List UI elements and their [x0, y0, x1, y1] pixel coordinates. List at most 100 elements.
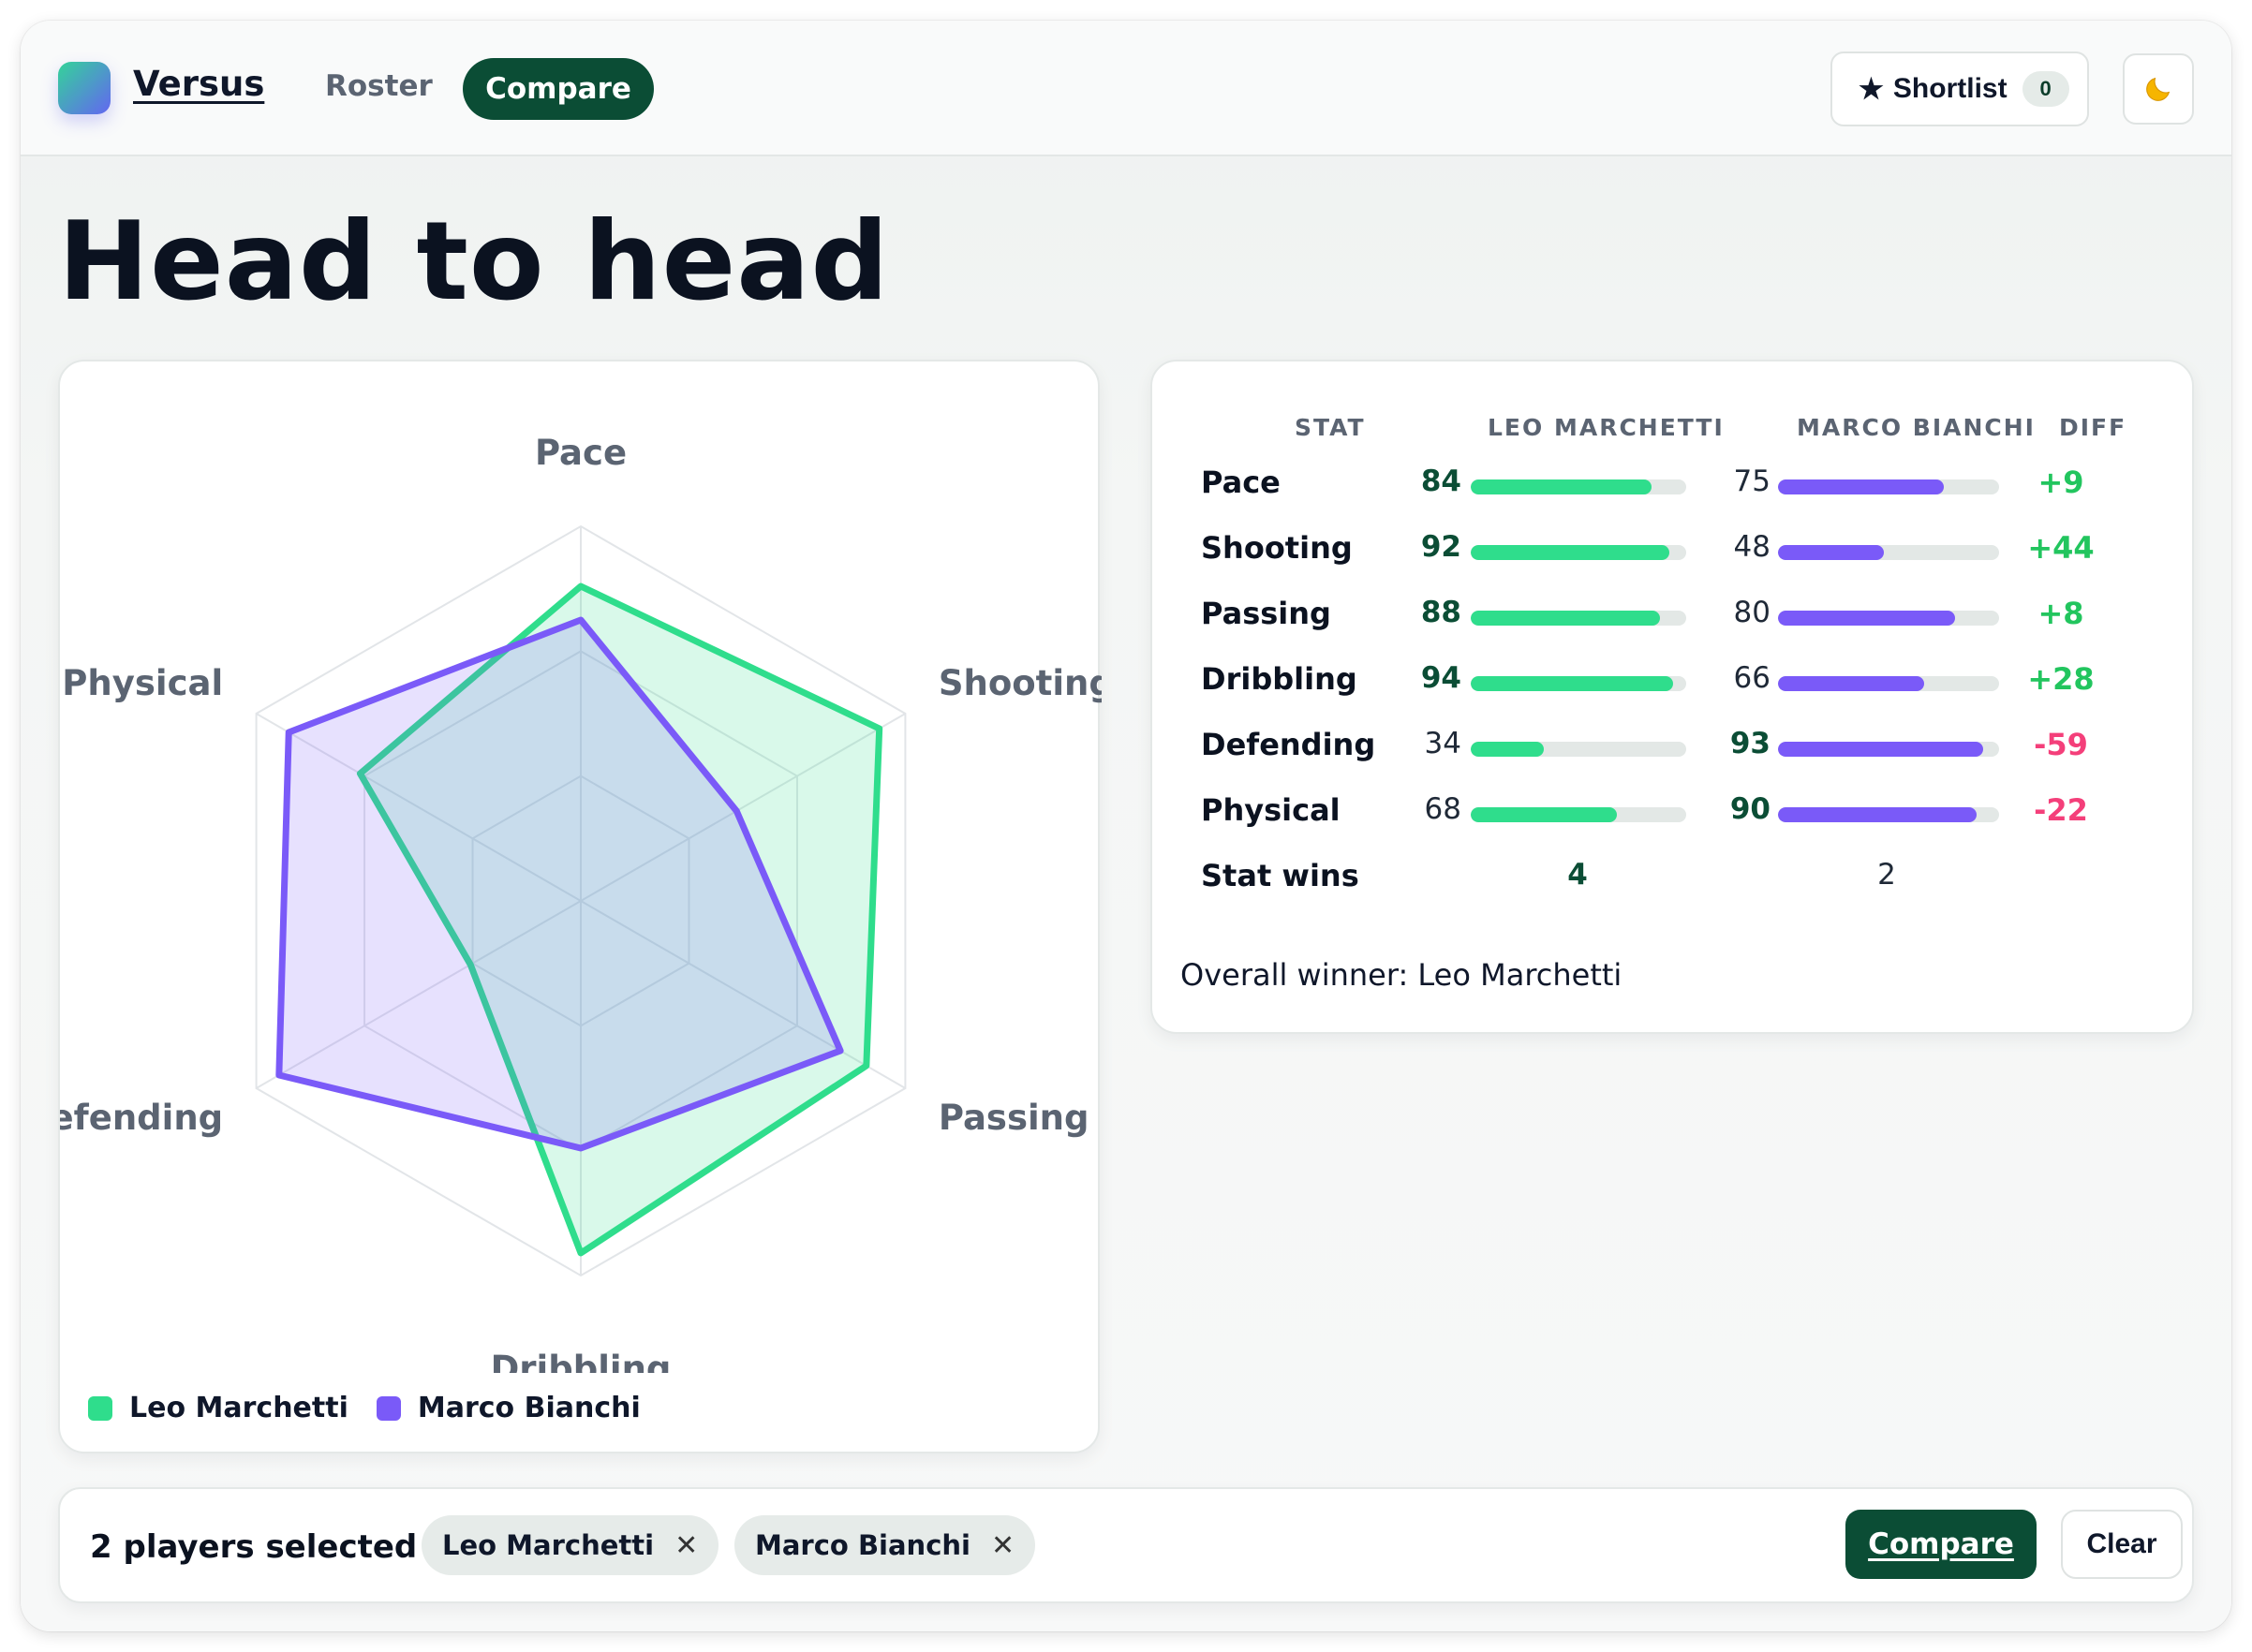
player-b-bar-track — [1778, 545, 1999, 560]
player-a-value: 92 — [1420, 530, 1461, 564]
player-a-bar-track — [1471, 545, 1686, 560]
header-stat: STAT — [1295, 414, 1366, 441]
player-b-bar-fill — [1778, 611, 1955, 626]
top-nav-bar: Versus Roster Compare ★ Shortlist 0 — [21, 21, 2231, 156]
radar-series-player-b — [275, 616, 844, 1152]
stat-name: Shooting — [1201, 530, 1353, 566]
player-b-bar-track — [1778, 742, 1999, 757]
diff-value: +44 — [2027, 530, 2095, 566]
radar-axis-label: Shooting — [939, 663, 1102, 703]
legend-item-player-b: Marco Bianchi — [376, 1392, 641, 1424]
stat-wins-row: Stat wins 4 2 — [1180, 850, 2164, 907]
header-diff: DIFF — [2059, 414, 2127, 441]
table-row: Defending 34 93 -59 — [1180, 719, 2164, 775]
diff-value: +9 — [2037, 465, 2084, 500]
player-b-bar-fill — [1778, 742, 1984, 757]
player-b-value: 80 — [1733, 596, 1770, 629]
legend-label-player-b: Marco Bianchi — [417, 1392, 641, 1424]
compare-button[interactable]: Compare — [1845, 1510, 2037, 1579]
table-row: Physical 68 90 -22 — [1180, 785, 2164, 841]
stat-name: Dribbling — [1201, 661, 1357, 697]
player-b-value: 75 — [1733, 465, 1770, 498]
table-row: Dribbling 94 66 +28 — [1180, 654, 2164, 710]
legend-item-player-a: Leo Marchetti — [88, 1392, 348, 1424]
moon-icon — [2146, 77, 2171, 101]
player-b-value: 90 — [1729, 792, 1770, 826]
chart-legend: Leo Marchetti Marco Bianchi — [88, 1392, 658, 1424]
shortlist-count-badge: 0 — [2022, 71, 2069, 107]
radar-axis-label: Physical — [62, 663, 223, 703]
player-a-bar-fill — [1471, 545, 1669, 560]
player-b-bar-track — [1778, 676, 1999, 691]
radar-axis-label: Pace — [535, 433, 627, 473]
radar-chart: Pace Shooting Passing Dribbling Defending Phy… — [60, 433, 1102, 1373]
chip-player-b: Marco Bianchi ✕ — [734, 1515, 1036, 1575]
stat-wins-label: Stat wins — [1201, 858, 1359, 893]
stat-name: Passing — [1201, 596, 1331, 631]
selection-bar: 2 players selected Leo Marchetti ✕ Marco… — [58, 1487, 2194, 1603]
player-b-bar-track — [1778, 611, 1999, 626]
table-row: Pace 84 75 +9 — [1180, 457, 2164, 513]
stat-name: Physical — [1201, 792, 1341, 828]
brand-link[interactable]: Versus — [133, 64, 265, 104]
logo-icon — [58, 62, 111, 114]
radar-axis-label: Defending — [60, 1098, 223, 1138]
legend-label-player-a: Leo Marchetti — [129, 1392, 348, 1424]
player-b-bar-track — [1778, 479, 1999, 494]
stat-name: Pace — [1201, 465, 1281, 500]
player-b-bar-fill — [1778, 676, 1924, 691]
diff-value: -59 — [2034, 727, 2088, 762]
diff-value: -22 — [2034, 792, 2088, 828]
player-a-bar-fill — [1471, 611, 1661, 626]
selected-count-label: 2 players selected — [90, 1528, 418, 1566]
player-b-bar-fill — [1778, 479, 1944, 494]
legend-swatch-player-a — [88, 1395, 112, 1421]
radar-spoke — [580, 900, 906, 1089]
player-a-value: 84 — [1420, 465, 1461, 498]
radar-spoke — [256, 900, 582, 1089]
radar-axis-label: Passing — [939, 1098, 1089, 1138]
player-a-bar-track — [1471, 742, 1686, 757]
player-b-value: 48 — [1733, 530, 1770, 564]
close-icon[interactable]: ✕ — [674, 1528, 699, 1562]
header-player-b: MARCO BIANCHI — [1797, 414, 2036, 441]
player-a-bar-track — [1471, 676, 1686, 691]
overall-winner-text: Overall winner: Leo Marchetti — [1180, 957, 1622, 993]
player-a-wins: 4 — [1567, 858, 1588, 892]
table-row: Passing 88 80 +8 — [1180, 588, 2164, 644]
player-b-value: 93 — [1729, 727, 1770, 760]
diff-value: +28 — [2027, 661, 2095, 697]
player-b-bar-fill — [1778, 807, 1978, 822]
player-a-bar-fill — [1471, 479, 1652, 494]
clear-button[interactable]: Clear — [2061, 1510, 2183, 1579]
player-a-bar-track — [1471, 807, 1686, 822]
radar-spoke — [580, 713, 906, 902]
shortlist-button[interactable]: ★ Shortlist 0 — [1830, 52, 2089, 126]
nav-roster[interactable]: Roster — [325, 69, 433, 103]
player-a-bar-track — [1471, 479, 1686, 494]
player-a-bar-track — [1471, 611, 1686, 626]
theme-toggle-button[interactable] — [2123, 53, 2194, 125]
app-window: Versus Roster Compare ★ Shortlist 0 Head… — [21, 21, 2231, 1631]
radar-chart-card: Pace Shooting Passing Dribbling Defending Phy… — [58, 360, 1102, 1453]
player-a-value: 94 — [1420, 661, 1461, 695]
header-player-a: LEO MARCHETTI — [1488, 414, 1725, 441]
stats-comparison-card: STAT LEO MARCHETTI MARCO BIANCHI DIFF Pa… — [1150, 360, 2194, 1034]
radar-spoke — [256, 713, 582, 902]
player-b-wins: 2 — [1877, 858, 1896, 892]
player-a-value: 68 — [1424, 792, 1461, 826]
shortlist-label: Shortlist — [1892, 73, 2008, 104]
player-a-value: 34 — [1424, 727, 1461, 760]
player-a-bar-fill — [1471, 742, 1545, 757]
chip-label: Leo Marchetti — [442, 1529, 655, 1561]
star-icon: ★ — [1859, 73, 1884, 105]
page-title: Head to head — [58, 199, 890, 325]
player-b-bar-fill — [1778, 545, 1885, 560]
stat-name: Defending — [1201, 727, 1376, 762]
table-row: Shooting 92 48 +44 — [1180, 523, 2164, 579]
close-icon[interactable]: ✕ — [990, 1528, 1015, 1562]
chip-player-a: Leo Marchetti ✕ — [422, 1515, 719, 1575]
diff-value: +8 — [2037, 596, 2084, 631]
player-a-bar-fill — [1471, 676, 1674, 691]
nav-compare[interactable]: Compare — [463, 58, 654, 120]
